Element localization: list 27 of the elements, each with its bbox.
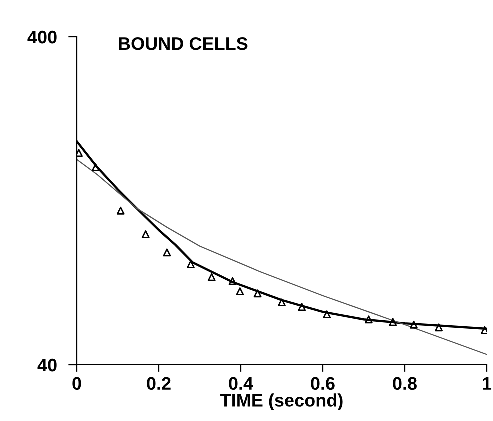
x-tick-label: 0.6 xyxy=(311,377,335,390)
x-tick-label: 0 xyxy=(72,377,82,390)
x-axis-title: TIME (second) xyxy=(220,394,343,410)
point xyxy=(236,288,244,296)
point xyxy=(389,318,398,326)
x-tick-label: 0.2 xyxy=(147,377,171,390)
line-series xyxy=(77,159,487,356)
point xyxy=(187,260,195,268)
point xyxy=(410,320,418,329)
point xyxy=(208,273,216,282)
point xyxy=(92,164,100,172)
point xyxy=(142,230,150,238)
y-tick-label: 40 xyxy=(38,358,57,372)
point xyxy=(298,303,306,312)
x-tick-label: 0.8 xyxy=(393,377,417,390)
point xyxy=(228,277,237,286)
x-tick-label: 1 xyxy=(483,377,492,390)
point xyxy=(116,206,125,215)
point xyxy=(254,290,262,298)
point xyxy=(323,310,332,318)
chart-title: BOUND CELLS xyxy=(119,37,248,50)
y-tick-label: 400 xyxy=(28,30,57,44)
point xyxy=(163,248,172,257)
x-tick-label: 0.4 xyxy=(229,377,254,390)
point xyxy=(364,316,373,324)
point xyxy=(435,324,443,332)
point xyxy=(278,298,286,307)
